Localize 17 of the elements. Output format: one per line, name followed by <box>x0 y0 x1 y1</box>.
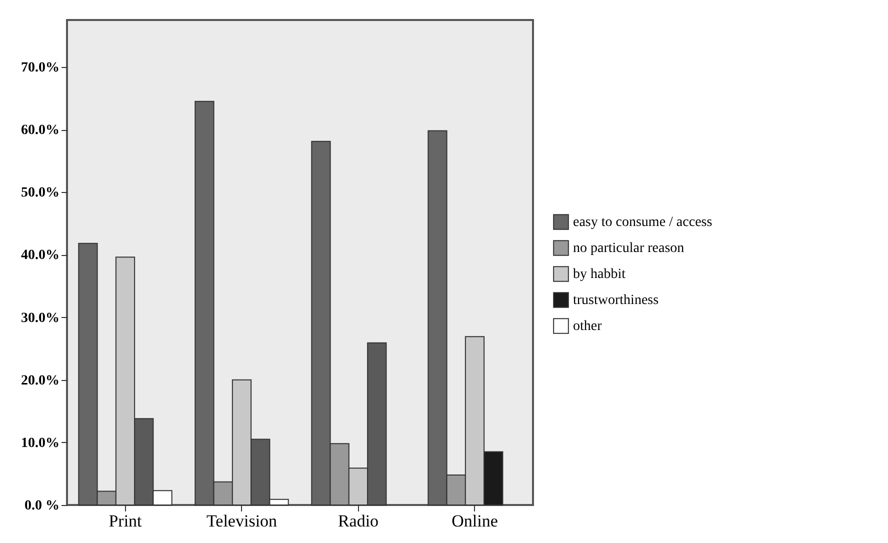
legend-label: trustworthiness <box>573 293 659 308</box>
y-tick-label: 20.0% <box>21 373 60 388</box>
legend-label: easy to consume / access <box>573 215 712 230</box>
y-tick-label: 0.0 % <box>24 498 60 514</box>
y-tick-label: 30.0% <box>21 310 60 326</box>
y-tick-label: 10.0% <box>21 436 60 451</box>
x-tick-label: Print <box>108 512 142 530</box>
x-tick-label: Television <box>206 512 278 530</box>
legend-label: other <box>573 319 602 334</box>
x-tick-label: Online <box>452 512 498 530</box>
legend-label: by habbit <box>573 267 626 282</box>
legend-label: no particular reason <box>573 241 684 256</box>
y-tick-label: 60.0% <box>21 123 60 138</box>
y-tick-label: 70.0% <box>21 60 60 76</box>
y-tick-label: 40.0% <box>21 248 60 264</box>
x-tick-label: Radio <box>338 512 379 530</box>
y-tick-label: 50.0% <box>21 186 60 201</box>
